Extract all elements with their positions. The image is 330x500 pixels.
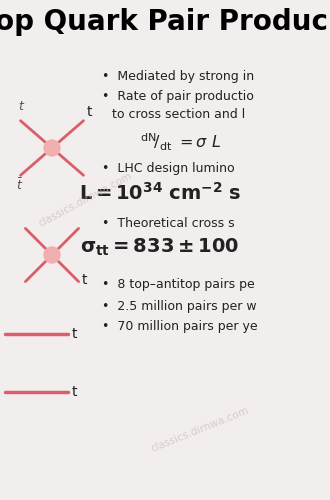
Text: •  Theoretical cross s: • Theoretical cross s <box>102 217 235 230</box>
Text: •  Mediated by strong in: • Mediated by strong in <box>102 70 254 83</box>
Text: $\mathregular{^{dN}\!/_{dt}}$ $= \sigma\ L$: $\mathregular{^{dN}\!/_{dt}}$ $= \sigma\… <box>140 132 221 154</box>
Text: $t$: $t$ <box>18 100 26 112</box>
Text: $\mathbf{\sigma_{tt} = 833 \pm 100}$: $\mathbf{\sigma_{tt} = 833 \pm 100}$ <box>81 237 240 258</box>
Text: classics.dirnwa.com: classics.dirnwa.com <box>36 171 134 229</box>
Text: classics.dirnwa.com: classics.dirnwa.com <box>149 406 250 454</box>
Text: •  2.5 million pairs per w: • 2.5 million pairs per w <box>102 300 257 313</box>
Text: op Quark Pair Produc: op Quark Pair Produc <box>0 8 328 36</box>
Circle shape <box>44 140 60 156</box>
Text: •  LHC design lumino: • LHC design lumino <box>102 162 235 175</box>
Text: •  70 million pairs per ye: • 70 million pairs per ye <box>102 320 258 333</box>
Text: to cross section and l: to cross section and l <box>112 108 245 121</box>
Text: •  8 top–antitop pairs pe: • 8 top–antitop pairs pe <box>102 278 255 291</box>
Text: $\bar{t}$: $\bar{t}$ <box>16 178 24 193</box>
Text: t: t <box>86 104 92 118</box>
Text: t: t <box>72 327 78 341</box>
Text: t: t <box>72 385 78 399</box>
Text: t: t <box>82 272 87 286</box>
Text: •  Rate of pair productio: • Rate of pair productio <box>102 90 254 103</box>
Text: $\mathbf{L = 10^{34}\ cm^{-2}\ s}$: $\mathbf{L = 10^{34}\ cm^{-2}\ s}$ <box>79 182 241 204</box>
Circle shape <box>44 247 60 263</box>
